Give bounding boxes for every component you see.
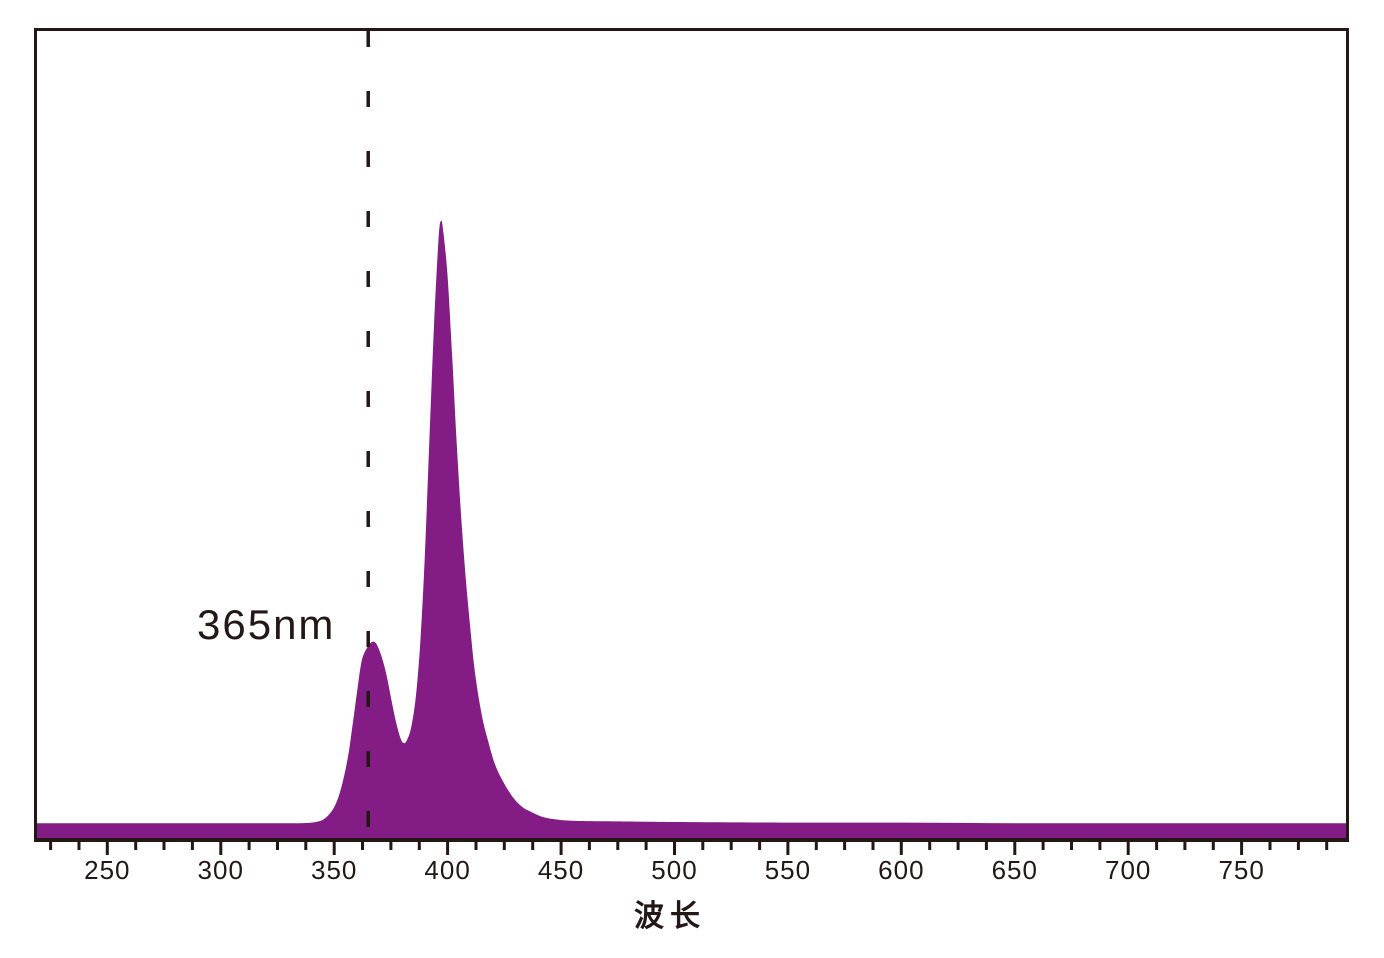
x-axis-tick-label: 700 (1105, 855, 1152, 885)
x-axis-tick-label: 400 (424, 855, 471, 885)
emission-area (37, 220, 1346, 838)
spectrum-plot-svg (37, 31, 1346, 838)
x-axis-tick-label: 350 (310, 855, 358, 885)
x-axis-tick-label: 300 (197, 855, 244, 885)
x-axis-ticks (49, 842, 1329, 855)
x-axis-tick-label: 250 (84, 855, 131, 885)
x-axis-tick-label: 450 (537, 855, 585, 885)
annotation-365nm: 365nm (197, 601, 336, 648)
x-axis-title: 波长 (634, 900, 706, 933)
x-axis-tick-label: 600 (878, 855, 925, 885)
x-axis-tick-label: 500 (651, 855, 698, 885)
x-axis-tick-label: 650 (991, 855, 1038, 885)
x-axis-tick-label: 750 (1218, 855, 1265, 885)
x-axis-tick-label: 550 (764, 855, 812, 885)
plot-area (34, 28, 1349, 842)
